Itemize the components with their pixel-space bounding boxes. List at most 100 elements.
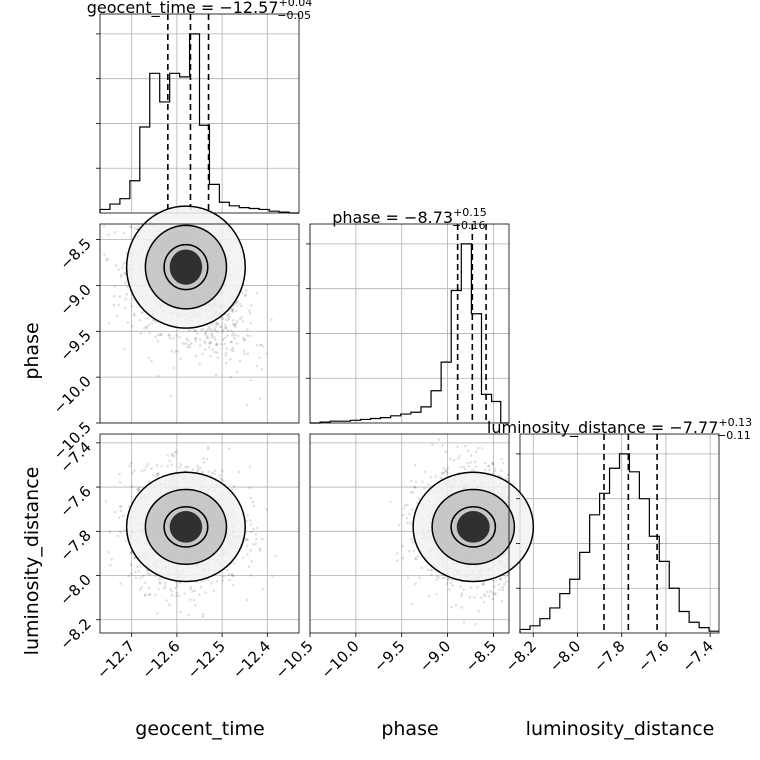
sample-point xyxy=(160,332,163,336)
sample-point xyxy=(201,352,204,356)
sample-point xyxy=(416,555,420,558)
sample-point xyxy=(174,594,178,598)
sample-point xyxy=(462,465,466,469)
sample-point xyxy=(270,318,273,322)
sample-point xyxy=(119,509,123,513)
sample-point xyxy=(230,572,233,576)
sample-point xyxy=(213,472,216,476)
sample-point xyxy=(133,313,136,317)
sample-point xyxy=(255,344,259,347)
sample-point xyxy=(241,556,245,560)
sample-point xyxy=(113,510,117,514)
sample-point xyxy=(233,323,236,327)
sample-point xyxy=(208,340,212,344)
sample-point xyxy=(481,583,485,586)
sample-point xyxy=(210,329,214,333)
sample-point xyxy=(234,322,238,325)
sample-point xyxy=(170,349,173,353)
sample-point xyxy=(229,375,233,379)
sample-point xyxy=(535,559,538,562)
sample-point xyxy=(522,595,525,598)
sample-point xyxy=(420,566,424,570)
sample-point xyxy=(535,566,538,569)
sample-point xyxy=(205,457,209,461)
sample-point xyxy=(130,572,133,576)
sample-point xyxy=(489,589,492,593)
sample-point xyxy=(408,512,411,516)
sample-point xyxy=(207,325,211,329)
sample-point xyxy=(192,198,195,201)
sample-point xyxy=(491,592,494,595)
sample-point xyxy=(231,322,235,326)
sample-point xyxy=(119,275,123,278)
sample-point xyxy=(102,224,106,228)
sample-point xyxy=(113,285,116,288)
sample-point xyxy=(142,327,146,330)
sample-point xyxy=(246,553,249,556)
sample-point xyxy=(516,476,519,479)
sample-point xyxy=(148,592,152,596)
sample-point xyxy=(260,537,264,541)
sample-point xyxy=(543,511,546,514)
x-axis-label-luminosity-distance: luminosity_distance xyxy=(526,718,715,740)
sample-point xyxy=(487,595,491,598)
sample-point xyxy=(243,338,247,342)
sample-point xyxy=(183,592,187,595)
sample-point xyxy=(235,370,239,374)
sample-point xyxy=(175,581,179,584)
sample-point xyxy=(233,323,237,327)
sample-point xyxy=(201,470,204,474)
sample-point xyxy=(239,317,242,321)
sample-point xyxy=(151,474,155,477)
sample-point xyxy=(469,461,473,464)
sample-point xyxy=(170,589,174,593)
sample-point xyxy=(194,329,197,333)
contour-level-2 xyxy=(431,488,516,565)
sample-point xyxy=(220,342,223,346)
sample-point xyxy=(194,603,197,607)
sample-point xyxy=(223,342,227,346)
sample-point xyxy=(248,519,252,522)
sample-point xyxy=(448,457,452,461)
sample-point xyxy=(136,488,140,492)
title-value: geocent_time = −12.57 xyxy=(87,0,279,18)
panel-title-luminosity-distance: luminosity_distance = −7.77+0.13 −0.11 xyxy=(487,416,752,442)
sample-point xyxy=(426,568,430,571)
sample-point xyxy=(176,350,179,353)
sample-point xyxy=(178,581,182,585)
sample-point xyxy=(170,593,174,597)
sample-point xyxy=(212,322,216,325)
sample-point xyxy=(152,319,156,323)
sample-point xyxy=(230,309,234,313)
scatter-panel-luminosity-distance-vs-phase xyxy=(309,433,546,634)
sample-point xyxy=(179,357,183,360)
sample-point xyxy=(229,341,233,344)
sample-point xyxy=(153,196,156,199)
sample-point xyxy=(135,565,139,569)
sample-point xyxy=(232,331,235,334)
sample-point xyxy=(139,204,142,207)
sample-point xyxy=(255,292,259,295)
sample-point xyxy=(156,473,159,476)
x-axis-label-phase: phase xyxy=(381,718,438,740)
sample-point xyxy=(462,620,466,624)
sample-point xyxy=(121,514,125,518)
sample-point xyxy=(221,328,225,332)
sample-point xyxy=(126,285,129,288)
sample-point xyxy=(530,571,533,574)
sample-point xyxy=(129,225,133,229)
sample-point xyxy=(225,318,228,322)
sample-point xyxy=(129,462,133,465)
sample-point xyxy=(213,327,216,330)
sample-point xyxy=(209,341,213,345)
sample-point xyxy=(191,468,195,471)
sample-point xyxy=(139,332,143,335)
sample-point xyxy=(112,303,116,307)
sample-point xyxy=(200,328,203,331)
sample-point xyxy=(538,515,541,518)
sample-point xyxy=(491,463,495,467)
sample-point xyxy=(396,559,399,563)
sample-point xyxy=(434,475,437,478)
sample-point xyxy=(140,311,143,314)
sample-point xyxy=(188,328,191,332)
